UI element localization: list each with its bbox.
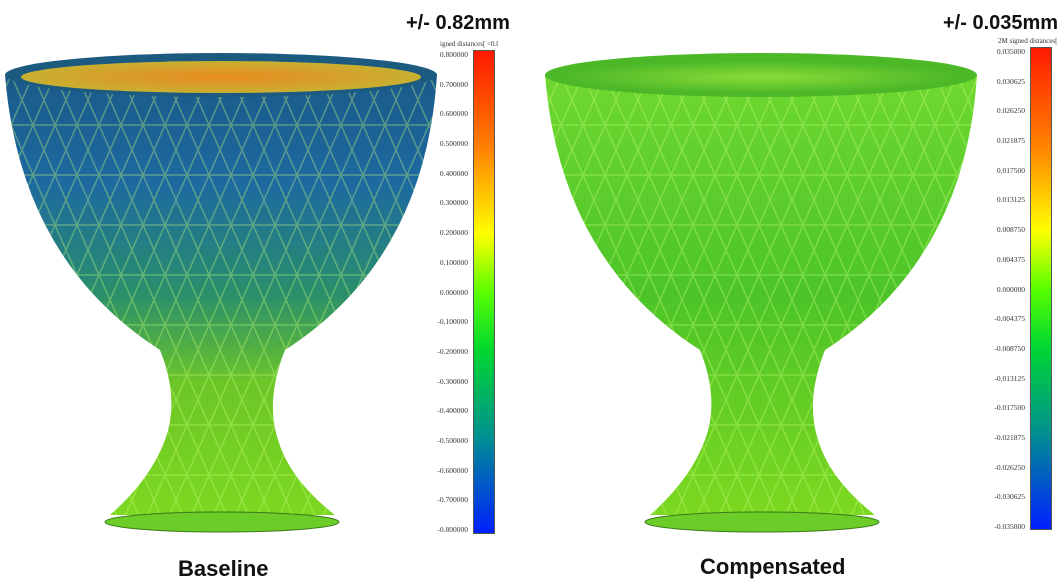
colorbar-tick-label: 0.008750	[996, 225, 1025, 235]
colorbar-tick-label: 0.300000	[439, 198, 468, 208]
colorbar-tick-label: 0.017500	[996, 165, 1025, 175]
colorbar-tick-label: -0.800000	[437, 525, 468, 534]
baseline-cup	[5, 53, 437, 533]
colorbar-tick-label: 0.700000	[439, 79, 468, 89]
colorbar-tick-label: -0.700000	[437, 495, 468, 505]
colorbar-tick-label: -0.200000	[437, 346, 468, 356]
colorbar-tick-label: 0.004375	[996, 254, 1025, 264]
colorbar-tick-label: -0.500000	[437, 435, 468, 445]
baseline-colorbar-title: igned distances[ <0.82]	[440, 40, 498, 48]
colorbar-tick-label: 0.000000	[439, 287, 468, 297]
colorbar-tick-label: 0.600000	[439, 109, 468, 119]
colorbar-tick-label: 0.013125	[996, 195, 1025, 205]
colorbar-tick-label: 0.026250	[996, 106, 1025, 116]
colorbar-tick-label: -0.400000	[437, 406, 468, 416]
colorbar-tick-label: -0.004375	[994, 314, 1025, 324]
colorbar-tick-label: 0.800000	[439, 50, 468, 59]
colorbar-tick-label: -0.035000	[994, 522, 1025, 531]
colorbar-tick-label: 0.100000	[439, 257, 468, 267]
colorbar-tick-label: 0.400000	[439, 168, 468, 178]
colorbar-tick-label: 0.000000	[996, 284, 1025, 294]
colorbar-tick-label: 0.035000	[996, 47, 1025, 56]
colorbar-tick-label: -0.100000	[437, 317, 468, 327]
baseline-range-label: +/- 0.82mm	[406, 12, 510, 34]
colorbar-tick-label: -0.600000	[437, 465, 468, 475]
compensated-colorbar	[1030, 47, 1052, 530]
colorbar-tick-label: -0.026250	[994, 462, 1025, 472]
colorbar-tick-label: 0.200000	[439, 228, 468, 238]
colorbar-tick-label: -0.017500	[994, 403, 1025, 413]
colorbar-tick-label: -0.008750	[994, 343, 1025, 353]
baseline-caption: Baseline	[178, 556, 269, 581]
colorbar-tick-label: -0.013125	[994, 373, 1025, 383]
colorbar-tick-label: 0.021875	[996, 136, 1025, 146]
compensated-colorbar-title: 2M signed distances[ <	[998, 37, 1057, 45]
colorbar-tick-label: -0.021875	[994, 432, 1025, 442]
compensated-caption: Compensated	[700, 554, 846, 579]
compensated-cup	[545, 53, 977, 533]
baseline-colorbar	[473, 50, 495, 534]
colorbar-tick-label: 0.500000	[439, 139, 468, 149]
colorbar-tick-label: -0.300000	[437, 376, 468, 386]
colorbar-tick-label: -0.030625	[994, 492, 1025, 502]
colorbar-tick-label: 0.030625	[996, 76, 1025, 86]
compensated-range-label: +/- 0.035mm	[943, 12, 1057, 34]
